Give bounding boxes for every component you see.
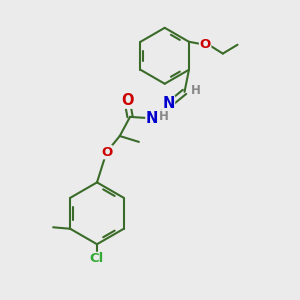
- Text: N: N: [162, 96, 175, 111]
- Text: O: O: [200, 38, 211, 51]
- Text: Cl: Cl: [90, 252, 104, 266]
- Text: H: H: [191, 84, 201, 97]
- Text: H: H: [158, 110, 168, 123]
- Text: O: O: [101, 146, 112, 159]
- Text: N: N: [146, 111, 158, 126]
- Text: O: O: [121, 93, 134, 108]
